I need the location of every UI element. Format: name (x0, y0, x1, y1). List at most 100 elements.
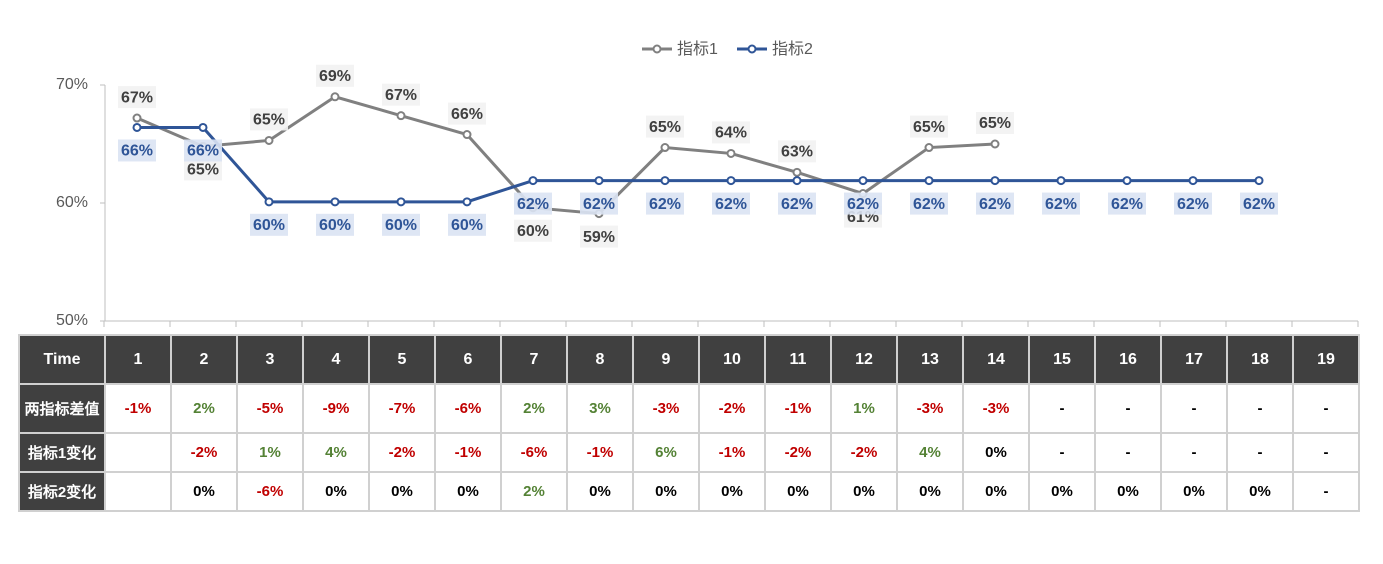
label-bg (580, 225, 618, 248)
marker (132, 113, 142, 123)
marker (396, 197, 406, 207)
table-cell: 3% (566, 383, 634, 434)
table-cell: -1% (764, 383, 832, 434)
data-label: 62% (1045, 196, 1077, 213)
marker (990, 139, 1000, 149)
table-row: 指标1变化 -2% 1% 4% -2% -1% -6% -1% 6% -1% -2% -2% 4% 0% -… (18, 432, 1360, 473)
label-bg (844, 192, 882, 215)
table-cell: 0% (1160, 471, 1228, 512)
label-bg (514, 219, 552, 242)
x-tick-label: 17 (1160, 334, 1228, 385)
x-tick-label: 16 (1094, 334, 1162, 385)
table-cell: -3% (896, 383, 964, 434)
legend-marker (747, 44, 757, 54)
marker (924, 176, 934, 186)
marker (528, 176, 538, 186)
marker (990, 176, 1000, 186)
x-tick-label: 5 (368, 334, 436, 385)
data-label: 60% (385, 217, 417, 234)
x-tick-label: 6 (434, 334, 502, 385)
table-cell: -3% (632, 383, 700, 434)
label-bg (580, 192, 618, 215)
marker (1056, 176, 1066, 186)
table-cell: -6% (500, 432, 568, 473)
marker (330, 197, 340, 207)
table-cell (104, 471, 172, 512)
label-bg (448, 102, 486, 125)
data-label: 62% (979, 196, 1011, 213)
label-bg (712, 121, 750, 144)
x-tick-label: 7 (500, 334, 568, 385)
table-cell: - (1292, 432, 1360, 473)
table-cell: 0% (1028, 471, 1096, 512)
header-cell: Time (18, 334, 106, 385)
marker (1122, 176, 1132, 186)
table-cell: - (1160, 383, 1228, 434)
data-label: 62% (1177, 196, 1209, 213)
marker (462, 130, 472, 140)
marker (330, 92, 340, 102)
data-label: 60% (319, 217, 351, 234)
data-label: 60% (451, 217, 483, 234)
table-cell: - (1028, 383, 1096, 434)
label-bg (118, 139, 156, 162)
data-label: 67% (121, 89, 153, 106)
marker (462, 197, 472, 207)
data-label: 62% (781, 196, 813, 213)
data-label: 62% (1243, 196, 1275, 213)
label-bg (382, 83, 420, 106)
data-label: 64% (715, 125, 747, 142)
label-bg (316, 213, 354, 236)
label-bg (184, 158, 222, 181)
marker (132, 122, 142, 132)
table-cell: -5% (236, 383, 304, 434)
x-tick-label: 12 (830, 334, 898, 385)
row-label: 指标1变化 (18, 432, 106, 473)
x-tick-label: 19 (1292, 334, 1360, 385)
data-label: 62% (517, 196, 549, 213)
table-cell: -1% (698, 432, 766, 473)
data-label: 62% (649, 196, 681, 213)
data-label: 66% (451, 106, 483, 123)
label-bg (1174, 192, 1212, 215)
x-tick-label: 9 (632, 334, 700, 385)
data-label: 65% (979, 115, 1011, 132)
label-bg (1108, 192, 1146, 215)
marker (1254, 176, 1264, 186)
legend-label: 指标2 (772, 40, 813, 58)
table-cell: 0% (302, 471, 370, 512)
table-cell: 1% (830, 383, 898, 434)
table-cell: 4% (302, 432, 370, 473)
table-cell: - (1028, 432, 1096, 473)
marker (594, 176, 604, 186)
y-tick-label: 70% (56, 76, 88, 93)
table-cell: -2% (368, 432, 436, 473)
data-label: 62% (847, 196, 879, 213)
label-bg (316, 64, 354, 87)
series-line (136, 95, 996, 216)
x-tick-label: 1 (104, 334, 172, 385)
table-cell: 0% (1094, 471, 1162, 512)
legend-label: 指标1 (677, 40, 718, 58)
label-bg (712, 192, 750, 215)
table-cell: - (1292, 471, 1360, 512)
marker (858, 176, 868, 186)
marker (198, 122, 208, 132)
table-cell: - (1094, 432, 1162, 473)
x-tick-label: 13 (896, 334, 964, 385)
data-label: 67% (385, 87, 417, 104)
data-label: 62% (715, 196, 747, 213)
data-label: 60% (517, 223, 549, 240)
marker (924, 143, 934, 153)
data-label: 66% (187, 143, 219, 160)
table-row: 两指标差值 -1% 2% -5% -9% -7% -6% 2% 3% -3% -2% -1% 1% -3%… (18, 383, 1360, 434)
label-bg (448, 213, 486, 236)
label-bg (514, 192, 552, 215)
table-cell: - (1226, 432, 1294, 473)
table-cell: 2% (500, 471, 568, 512)
table-cell: 0% (632, 471, 700, 512)
table-cell: 0% (1226, 471, 1294, 512)
label-bg (1240, 192, 1278, 215)
x-tick-label: 14 (962, 334, 1030, 385)
